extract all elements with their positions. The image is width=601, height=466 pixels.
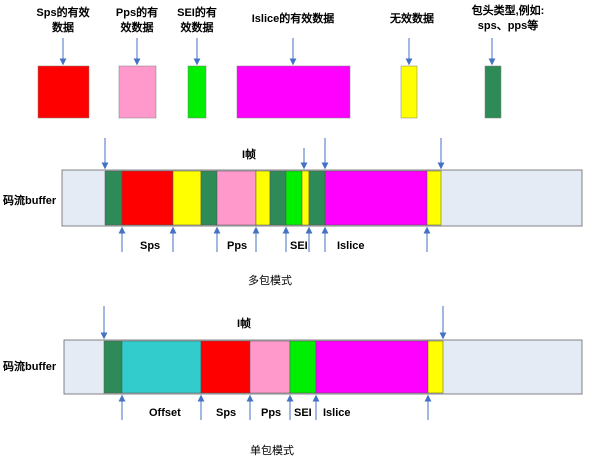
single-seg-invalid: [427, 340, 444, 394]
multi-seg-pps: [216, 170, 257, 226]
legend-pps-swatch: [118, 65, 157, 119]
legend-sps-swatch: [37, 65, 90, 119]
single-seg-sps: [200, 340, 251, 394]
single-frame-label: I帧: [237, 316, 251, 330]
legend-sei-swatch: [187, 65, 207, 119]
multi-sub-sei: SEI: [290, 240, 308, 252]
single-seg-pps: [249, 340, 291, 394]
multi-packet-section: I帧 码流buffer: [3, 138, 583, 287]
multi-seg-invalid-2: [255, 170, 271, 226]
multi-frame-label: I帧: [242, 147, 256, 161]
multi-seg-header-3: [269, 170, 287, 226]
single-sub-offset: Offset: [149, 407, 181, 419]
legend-invalid-label: 无效数据: [389, 11, 434, 25]
legend: Sps的有效 数据 Pps的有 效数据 SEI的有 效数据 Islice的有效数…: [36, 3, 545, 119]
single-seg-sei: [289, 340, 317, 394]
multi-seg-sps: [121, 170, 174, 226]
multi-seg-invalid-3: [301, 170, 310, 226]
single-sub-pps: Pps: [261, 407, 281, 419]
legend-header-swatch: [484, 65, 502, 119]
legend-islice-swatch: [236, 65, 351, 119]
single-seg-header: [103, 340, 123, 394]
multi-sub-islice: Islice: [337, 240, 365, 252]
legend-sei-label-line1: SEI的有: [177, 5, 217, 19]
multi-seg-sei: [285, 170, 303, 226]
multi-seg-invalid-1: [172, 170, 202, 226]
legend-invalid-swatch: [400, 65, 418, 119]
legend-sei-label-line2: 效数据: [181, 20, 214, 34]
single-sub-islice: Islice: [323, 407, 351, 419]
multi-sub-sps: Sps: [140, 240, 160, 252]
single-packet-section: I帧 码流buffer Offset Sps Pps SEI Islice 单包…: [3, 306, 583, 457]
legend-header-label-line2: sps、pps等: [478, 18, 539, 32]
legend-sps-label-line2: 数据: [52, 20, 74, 34]
single-caption: 单包模式: [250, 444, 294, 457]
multi-seg-header-1: [104, 170, 123, 226]
multi-buffer-label: 码流buffer: [3, 193, 57, 207]
multi-caption: 多包模式: [248, 273, 292, 287]
legend-pps-label-line1: Pps的有: [116, 5, 158, 19]
single-sub-sps: Sps: [216, 407, 236, 419]
single-buffer-label: 码流buffer: [3, 359, 57, 373]
multi-seg-islice: [324, 170, 428, 226]
single-sub-sei: SEI: [294, 407, 312, 419]
legend-header-label-line1: 包头类型,例如:: [471, 3, 545, 17]
legend-pps-label-line2: 效数据: [121, 20, 154, 34]
multi-seg-header-2: [200, 170, 218, 226]
multi-seg-header-4: [308, 170, 326, 226]
multi-seg-invalid-4: [426, 170, 442, 226]
multi-sub-pps: Pps: [227, 240, 247, 252]
single-seg-islice: [315, 340, 429, 394]
legend-islice-label: Islice的有效数据: [252, 11, 335, 25]
legend-sps-label-line1: Sps的有效: [36, 5, 90, 19]
single-seg-offset: [121, 340, 202, 394]
